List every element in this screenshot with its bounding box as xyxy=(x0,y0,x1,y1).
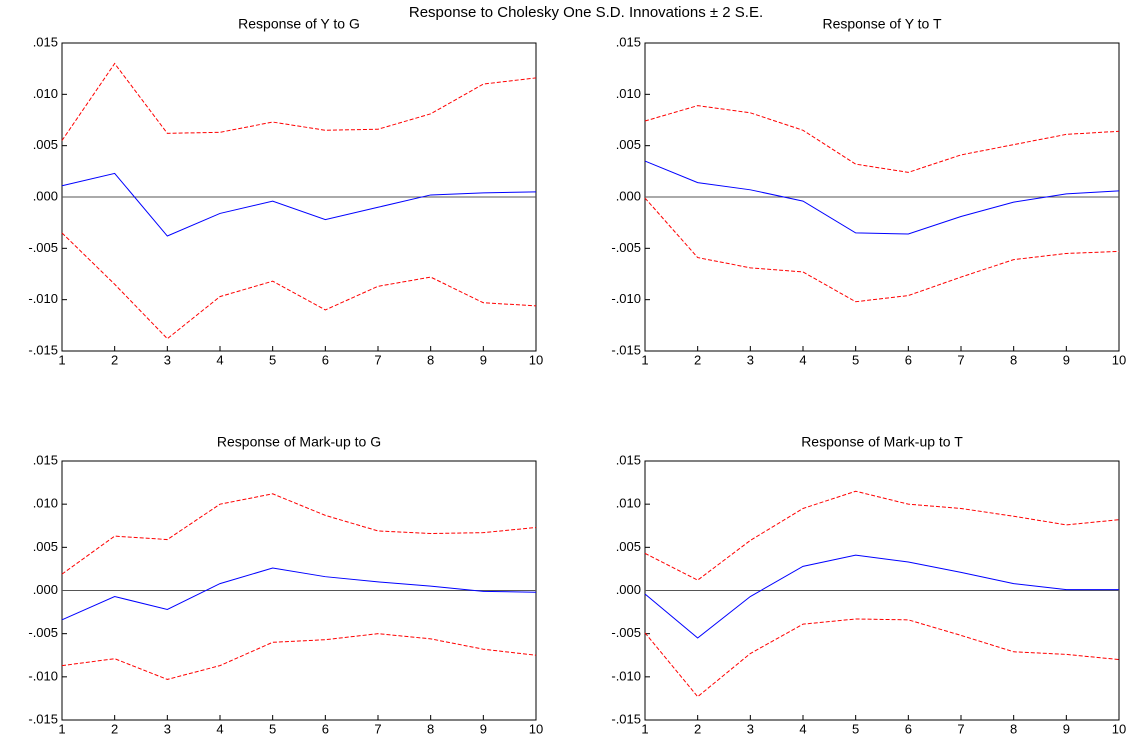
x-tick-label: 10 xyxy=(529,721,543,736)
band-line xyxy=(644,618,1120,698)
x-tick-label: 1 xyxy=(641,721,648,736)
x-tick-label: 1 xyxy=(58,352,65,367)
x-tick-label: 8 xyxy=(1010,721,1017,736)
y-tick-label: -.015 xyxy=(28,711,58,726)
band-line xyxy=(644,490,1120,581)
y-tick-label: .005 xyxy=(616,137,641,152)
y-tick-label: .000 xyxy=(616,188,641,203)
subplot-title: Response of Y to T xyxy=(822,16,942,32)
x-tick-label: 2 xyxy=(111,352,118,367)
band-line xyxy=(644,197,1120,303)
y-tick-label: .005 xyxy=(616,539,641,554)
response-line xyxy=(61,567,537,621)
y-tick-label: -.010 xyxy=(28,668,58,683)
x-tick-label: 6 xyxy=(322,352,329,367)
band-line xyxy=(61,633,537,680)
x-tick-label: 8 xyxy=(1010,352,1017,367)
subplot-title: Response of Mark-up to T xyxy=(801,434,963,450)
response-line xyxy=(61,172,537,237)
y-tick-label: .015 xyxy=(616,34,641,49)
y-tick-label: .010 xyxy=(33,86,58,101)
x-tick-label: 9 xyxy=(480,352,487,367)
x-tick-label: 4 xyxy=(799,721,806,736)
x-tick-label: 5 xyxy=(269,721,276,736)
x-tick-label: 3 xyxy=(747,352,754,367)
y-tick-label: .015 xyxy=(33,452,58,467)
subplot-title: Response of Mark-up to G xyxy=(217,434,381,450)
x-tick-label: 7 xyxy=(957,721,964,736)
x-tick-label: 6 xyxy=(322,721,329,736)
y-tick-label: .005 xyxy=(33,539,58,554)
y-tick-label: -.005 xyxy=(611,240,641,255)
x-tick-label: 4 xyxy=(216,721,223,736)
x-tick-label: 3 xyxy=(164,721,171,736)
x-tick-label: 2 xyxy=(111,721,118,736)
y-tick-label: .000 xyxy=(33,188,58,203)
band-line xyxy=(61,62,537,141)
x-tick-label: 8 xyxy=(427,352,434,367)
x-tick-label: 9 xyxy=(1063,721,1070,736)
response-line xyxy=(644,160,1120,235)
x-tick-label: 4 xyxy=(799,352,806,367)
y-tick-label: -.010 xyxy=(28,291,58,306)
x-tick-label: 5 xyxy=(852,352,859,367)
y-tick-label: .010 xyxy=(616,496,641,511)
y-tick-label: -.005 xyxy=(28,240,58,255)
x-tick-label: 3 xyxy=(164,352,171,367)
y-tick-label: .015 xyxy=(616,452,641,467)
y-tick-label: -.010 xyxy=(611,668,641,683)
y-tick-label: -.015 xyxy=(611,342,641,357)
x-tick-label: 10 xyxy=(1112,352,1126,367)
x-tick-label: 2 xyxy=(694,721,701,736)
y-tick-label: .000 xyxy=(616,582,641,597)
y-tick-label: -.005 xyxy=(28,625,58,640)
y-tick-label: .010 xyxy=(616,86,641,101)
x-tick-label: 9 xyxy=(1063,352,1070,367)
response-line xyxy=(644,554,1119,639)
y-tick-label: .005 xyxy=(33,137,58,152)
x-tick-label: 10 xyxy=(529,352,543,367)
x-tick-label: 5 xyxy=(852,721,859,736)
subplot-title: Response of Y to G xyxy=(238,16,360,32)
band-line xyxy=(644,105,1120,173)
x-tick-label: 9 xyxy=(480,721,487,736)
y-tick-label: -.005 xyxy=(611,625,641,640)
y-tick-label: -.010 xyxy=(611,291,641,306)
y-tick-label: -.015 xyxy=(28,342,58,357)
band-line xyxy=(61,232,537,340)
x-tick-label: 8 xyxy=(427,721,434,736)
x-tick-label: 2 xyxy=(694,352,701,367)
y-tick-label: -.015 xyxy=(611,711,641,726)
figure-title: Response to Cholesky One S.D. Innovation… xyxy=(409,4,763,21)
x-tick-label: 1 xyxy=(58,721,65,736)
y-tick-label: .015 xyxy=(33,34,58,49)
x-tick-label: 7 xyxy=(374,352,381,367)
y-tick-label: .000 xyxy=(33,582,58,597)
x-tick-label: 7 xyxy=(374,721,381,736)
y-tick-label: .010 xyxy=(33,496,58,511)
x-tick-label: 3 xyxy=(747,721,754,736)
x-tick-label: 6 xyxy=(905,352,912,367)
x-tick-label: 10 xyxy=(1112,721,1126,736)
x-tick-label: 1 xyxy=(641,352,648,367)
x-tick-label: 6 xyxy=(905,721,912,736)
x-tick-label: 7 xyxy=(957,352,964,367)
band-line xyxy=(61,493,537,575)
x-tick-label: 4 xyxy=(216,352,223,367)
x-tick-label: 5 xyxy=(269,352,276,367)
